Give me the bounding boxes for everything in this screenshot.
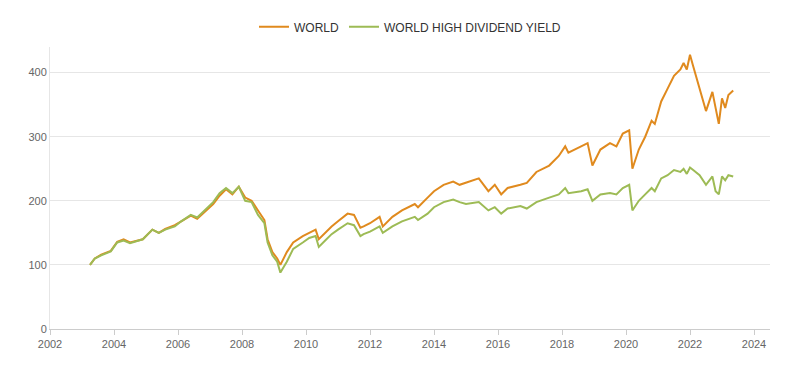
svg-text:2016: 2016 [486,338,510,350]
svg-text:2008: 2008 [230,338,254,350]
svg-text:2012: 2012 [358,338,382,350]
svg-text:2018: 2018 [550,338,574,350]
svg-text:300: 300 [28,131,46,143]
svg-text:2006: 2006 [166,338,190,350]
svg-text:2014: 2014 [422,338,446,350]
svg-text:WORLD: WORLD [294,21,339,35]
svg-text:2004: 2004 [102,338,126,350]
svg-text:WORLD HIGH DIVIDEND YIELD: WORLD HIGH DIVIDEND YIELD [384,21,561,35]
svg-text:2010: 2010 [294,338,318,350]
svg-text:400: 400 [28,66,46,78]
svg-text:2024: 2024 [742,338,766,350]
svg-text:2002: 2002 [38,338,62,350]
svg-text:2020: 2020 [614,338,638,350]
svg-text:0: 0 [41,323,47,335]
svg-text:200: 200 [28,195,46,207]
svg-text:100: 100 [28,259,46,271]
svg-text:2022: 2022 [678,338,702,350]
